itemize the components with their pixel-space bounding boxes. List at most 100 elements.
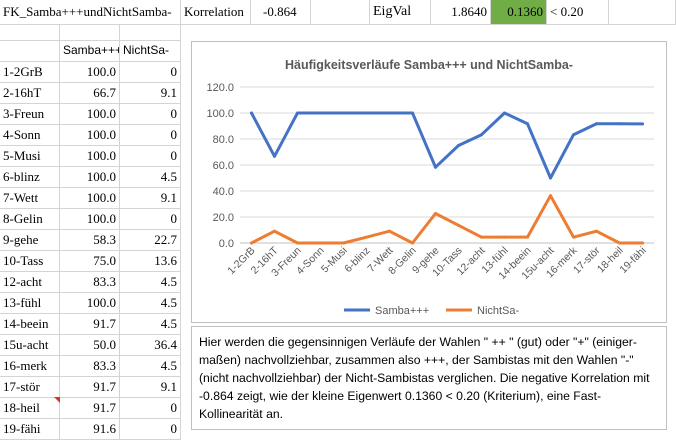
series-line-nicht (250, 194, 644, 245)
cell-nicht-value[interactable]: 0 (120, 209, 181, 230)
data-point (526, 122, 529, 126)
row-label[interactable]: 13-fühl (0, 293, 60, 314)
data-point (319, 241, 322, 245)
cell-samba-value[interactable]: 83.3 (60, 356, 120, 377)
data-point (411, 241, 414, 245)
row-label[interactable]: 1-2GrB (0, 62, 60, 83)
row-label[interactable]: 2-16hT (0, 83, 60, 104)
data-point (365, 111, 368, 115)
cell-samba-value[interactable]: 100.0 (60, 209, 120, 230)
chart-y-ticks: 0.0 20.0 40.0 60.0 80.0 100.0 120.0 (206, 82, 234, 250)
cell-nicht-value[interactable]: 4.5 (120, 293, 181, 314)
row-label[interactable]: 3-Freun (0, 104, 60, 125)
cell-empty-hdr[interactable] (0, 41, 60, 62)
row-label[interactable]: 12-acht (0, 272, 60, 293)
y-tick-label: 0.0 (219, 238, 234, 250)
cell-samba-value[interactable]: 91.7 (60, 314, 120, 335)
data-point (457, 144, 460, 147)
cell-nicht-value[interactable]: 4.5 (120, 314, 181, 335)
cell-nicht-value[interactable]: 9.1 (120, 188, 181, 209)
cell-samba-value[interactable]: 91.7 (60, 377, 120, 398)
cell-samba-value[interactable]: 100.0 (60, 62, 120, 83)
cell-nicht-value[interactable]: 0 (120, 146, 181, 167)
data-point (296, 241, 299, 245)
cell-samba-value[interactable]: 100.0 (60, 125, 120, 146)
data-point (595, 229, 598, 233)
row-label[interactable]: 8-Gelin (0, 209, 60, 230)
row-label[interactable]: 4-Sonn (0, 125, 60, 146)
cell-samba-value[interactable]: 100.0 (60, 167, 120, 188)
cell-empty-r2b[interactable] (60, 25, 120, 41)
data-point (434, 165, 437, 169)
cell-empty-r2c[interactable] (120, 25, 181, 41)
data-point (572, 235, 575, 239)
cell-nicht-value[interactable]: 36.4 (120, 335, 181, 356)
data-point (480, 133, 483, 137)
col-header-samba[interactable]: Samba+++ (60, 41, 120, 62)
cell-empty-top2[interactable] (609, 0, 676, 25)
row-label[interactable]: 16-merk (0, 356, 60, 377)
row-label[interactable]: 15u-acht (0, 335, 60, 356)
cell-nicht-value[interactable]: 13.6 (120, 251, 181, 272)
cell-criterion[interactable]: < 0.20 (547, 0, 609, 25)
cell-samba-value[interactable]: 66.7 (60, 83, 120, 104)
cell-eigval-label[interactable]: EigVal (370, 0, 431, 25)
row-label[interactable]: 7-Wett (0, 188, 60, 209)
row-label[interactable]: 6-blinz (0, 167, 60, 188)
cell-samba-value[interactable]: 50.0 (60, 335, 120, 356)
col-header-nicht[interactable]: NichtSa- (120, 41, 181, 62)
cell-samba-value[interactable]: 75.0 (60, 251, 120, 272)
data-point (342, 241, 345, 245)
cell-nicht-value[interactable]: 4.5 (120, 167, 181, 188)
series-line-samba (250, 111, 644, 180)
row-label[interactable]: 5-Musi (0, 146, 60, 167)
x-tick-label: 6-blinz (342, 245, 372, 275)
cell-nicht-value[interactable]: 4.5 (120, 356, 181, 377)
cell-samba-value[interactable]: 58.3 (60, 230, 120, 251)
cell-samba-value[interactable]: 100.0 (60, 146, 120, 167)
cell-samba-value[interactable]: 100.0 (60, 104, 120, 125)
cell-samba-value[interactable]: 91.6 (60, 419, 120, 440)
comment-indicator (54, 397, 60, 403)
cell-nicht-value[interactable]: 0 (120, 398, 181, 419)
line-chart[interactable]: Häufigkeitsverläufe Samba+++ und NichtSa… (191, 41, 667, 323)
data-point (595, 122, 598, 126)
y-tick-label: 80.0 (213, 134, 234, 146)
row-label[interactable]: 10-Tass (0, 251, 60, 272)
cell-samba-value[interactable]: 91.7 (60, 398, 120, 419)
data-point (319, 111, 322, 115)
explanation-textbox[interactable]: Hier werden die gegensinnigen Verläufe d… (191, 326, 667, 430)
cell-nicht-value[interactable]: 22.7 (120, 230, 181, 251)
data-point (388, 111, 391, 115)
data-point (503, 111, 506, 115)
data-point (411, 111, 414, 115)
row-label[interactable]: 9-gehe (0, 230, 60, 251)
cell-title[interactable]: FK_Samba+++undNichtSamba- (0, 0, 181, 25)
data-point (526, 235, 529, 239)
x-tick-label: 5-Musi (319, 245, 350, 276)
cell-nicht-value[interactable]: 9.1 (120, 377, 181, 398)
cell-nicht-value[interactable]: 0 (120, 125, 181, 146)
cell-samba-value[interactable]: 100.0 (60, 188, 120, 209)
chart-legend: Samba+++ NichtSa- (344, 305, 520, 317)
cell-nicht-value[interactable]: 9.1 (120, 83, 181, 104)
cell-empty-r2a[interactable] (0, 25, 60, 41)
row-label[interactable]: 19-fähi (0, 419, 60, 440)
cell-nicht-value[interactable]: 4.5 (120, 272, 181, 293)
row-label[interactable]: 17-stör (0, 377, 60, 398)
cell-empty-top1[interactable] (311, 0, 370, 25)
data-point (549, 176, 552, 180)
cell-korrelation-label[interactable]: Korrelation (181, 0, 251, 25)
row-label[interactable]: 18-heil (0, 398, 60, 419)
data-point (572, 133, 575, 137)
cell-samba-value[interactable]: 100.0 (60, 293, 120, 314)
cell-nicht-value[interactable]: 0 (120, 104, 181, 125)
cell-nicht-value[interactable]: 0 (120, 62, 181, 83)
row-label[interactable]: 14-beein (0, 314, 60, 335)
data-point (549, 194, 552, 198)
cell-nicht-value[interactable]: 0 (120, 419, 181, 440)
cell-eigval-1[interactable]: 1.8640 (431, 0, 491, 25)
cell-eigval-2[interactable]: 0.1360 (491, 0, 547, 25)
cell-korrelation-value[interactable]: -0.864 (251, 0, 311, 25)
cell-samba-value[interactable]: 83.3 (60, 272, 120, 293)
